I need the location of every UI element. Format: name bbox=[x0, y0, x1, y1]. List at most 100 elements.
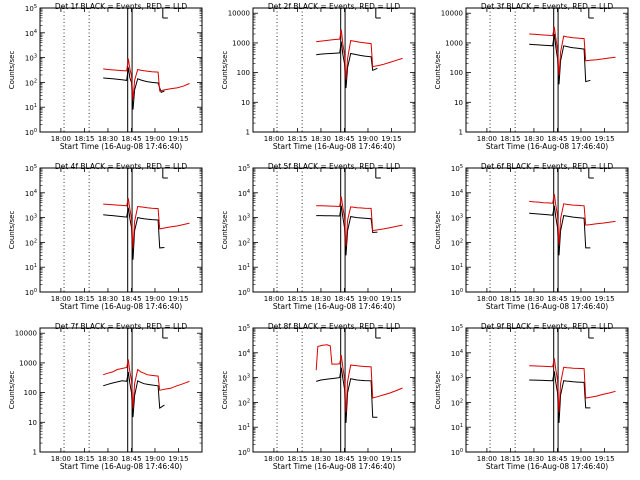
y-tick-base: 10 bbox=[238, 190, 247, 198]
y-tick-base: 10 bbox=[451, 190, 460, 198]
x-tick-label: 18:45 bbox=[334, 295, 354, 303]
chart-title: Det 5f BLACK = Events, RED = LLD bbox=[268, 162, 401, 171]
x-tick-label: 18:45 bbox=[547, 135, 567, 143]
y-tick-exponent: 1 bbox=[247, 423, 250, 429]
x-tick-label: 18:30 bbox=[311, 135, 331, 143]
x-tick-label: 18:30 bbox=[98, 135, 118, 143]
y-tick-label: 102 bbox=[238, 398, 250, 407]
y-axis-label: Counts/sec bbox=[434, 211, 442, 250]
series-line-lld bbox=[103, 359, 190, 409]
y-tick-exponent: 4 bbox=[247, 349, 250, 355]
y-tick-base: 10 bbox=[25, 55, 34, 63]
chart-title: Det 4f BLACK = Events, RED = LLD bbox=[55, 162, 188, 171]
y-tick-label: 1 bbox=[459, 129, 463, 137]
y-tick-label: 104 bbox=[451, 189, 463, 198]
x-axis-label: Start Time (16-Aug-08 17:46:40) bbox=[486, 302, 608, 311]
plot-frame bbox=[39, 7, 203, 133]
x-tick-label: 19:00 bbox=[571, 455, 591, 463]
y-tick-exponent: 5 bbox=[247, 164, 250, 170]
y-tick-base: 10 bbox=[25, 239, 34, 247]
plot-frame bbox=[252, 167, 416, 293]
y-tick-label: 103 bbox=[451, 374, 463, 383]
chart-panel-2: 1 10 100 1000 10000 18:00 18:15 18:30 18:45 19:00… bbox=[221, 2, 416, 151]
series-line-events bbox=[529, 205, 591, 256]
y-tick-exponent: 0 bbox=[460, 448, 463, 454]
y-tick-exponent: 2 bbox=[247, 238, 250, 244]
y-tick-exponent: 2 bbox=[34, 238, 37, 244]
series-line-lld bbox=[316, 29, 403, 80]
y-tick-label: 105 bbox=[238, 164, 250, 173]
x-tick-label: 18:45 bbox=[121, 455, 141, 463]
y-tick-label: 105 bbox=[238, 324, 250, 333]
x-tick-label: 18:15 bbox=[500, 295, 520, 303]
x-tick-label: 18:45 bbox=[121, 295, 141, 303]
y-tick-label: 101 bbox=[238, 263, 250, 272]
y-tick-exponent: 3 bbox=[460, 374, 463, 380]
x-tick-label: 18:15 bbox=[74, 295, 94, 303]
y-tick-exponent: 2 bbox=[34, 78, 37, 84]
x-tick-label: 18:00 bbox=[51, 455, 71, 463]
y-tick-base: 10 bbox=[25, 215, 34, 223]
chart-title: Det 6f BLACK = Events, RED = LLD bbox=[481, 162, 614, 171]
x-tick-label: 18:30 bbox=[311, 295, 331, 303]
y-tick-exponent: 5 bbox=[460, 324, 463, 330]
series-line-events bbox=[316, 205, 378, 256]
y-tick-base: 10 bbox=[238, 399, 247, 407]
y-tick-label: 103 bbox=[451, 214, 463, 223]
y-tick-exponent: 3 bbox=[247, 374, 250, 380]
series-line-events bbox=[103, 67, 165, 110]
y-tick-exponent: 4 bbox=[247, 189, 250, 195]
x-tick-label: 19:15 bbox=[381, 295, 401, 303]
x-tick-label: 18:15 bbox=[500, 455, 520, 463]
series-line-lld bbox=[529, 358, 616, 413]
y-tick-base: 10 bbox=[25, 129, 34, 137]
y-tick-base: 10 bbox=[238, 264, 247, 272]
y-tick-exponent: 4 bbox=[460, 349, 463, 355]
y-tick-exponent: 4 bbox=[460, 189, 463, 195]
x-axis-label: Start Time (16-Aug-08 17:46:40) bbox=[486, 142, 608, 151]
y-tick-label: 105 bbox=[451, 164, 463, 173]
y-tick-label: 100 bbox=[451, 288, 463, 297]
y-tick-base: 10 bbox=[451, 325, 460, 333]
y-axis-label: Counts/sec bbox=[8, 371, 16, 410]
y-tick-exponent: 5 bbox=[34, 4, 37, 10]
series-line-lld bbox=[529, 26, 616, 76]
x-tick-label: 18:30 bbox=[98, 295, 118, 303]
y-tick-base: 10 bbox=[451, 375, 460, 383]
x-tick-label: 19:00 bbox=[145, 455, 165, 463]
y-axis-label: Counts/sec bbox=[434, 371, 442, 410]
x-tick-label: 18:00 bbox=[51, 135, 71, 143]
y-tick-exponent: 1 bbox=[34, 263, 37, 269]
y-tick-label: 100 bbox=[24, 389, 37, 397]
y-tick-exponent: 1 bbox=[460, 263, 463, 269]
y-tick-label: 104 bbox=[451, 349, 463, 358]
plot-frame bbox=[465, 167, 629, 293]
x-tick-label: 19:00 bbox=[145, 295, 165, 303]
x-tick-label: 18:00 bbox=[477, 135, 497, 143]
y-tick-label: 10000 bbox=[15, 330, 37, 338]
plot-frame bbox=[39, 167, 203, 293]
y-axis-label: Counts/sec bbox=[221, 51, 229, 90]
y-tick-exponent: 3 bbox=[34, 54, 37, 60]
x-tick-label: 18:00 bbox=[264, 295, 284, 303]
y-tick-label: 103 bbox=[238, 374, 250, 383]
y-tick-base: 10 bbox=[451, 424, 460, 432]
x-tick-label: 18:15 bbox=[287, 135, 307, 143]
y-tick-base: 10 bbox=[238, 289, 247, 297]
y-tick-base: 10 bbox=[238, 350, 247, 358]
y-tick-label: 1 bbox=[33, 449, 37, 457]
y-tick-label: 104 bbox=[25, 29, 37, 38]
plot-frame bbox=[252, 327, 416, 453]
y-tick-label: 10 bbox=[28, 419, 37, 427]
x-tick-label: 19:00 bbox=[358, 135, 378, 143]
y-tick-label: 102 bbox=[451, 238, 463, 247]
y-tick-label: 100 bbox=[25, 288, 37, 297]
x-tick-label: 19:15 bbox=[381, 455, 401, 463]
y-tick-base: 10 bbox=[451, 399, 460, 407]
y-tick-label: 104 bbox=[238, 349, 250, 358]
y-tick-label: 10 bbox=[454, 99, 463, 107]
